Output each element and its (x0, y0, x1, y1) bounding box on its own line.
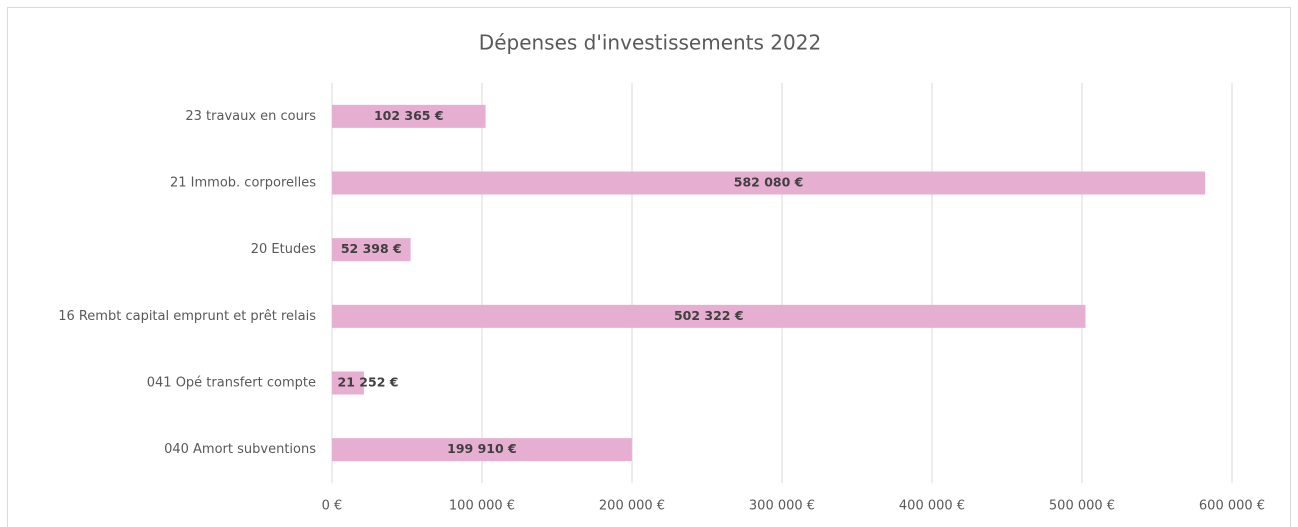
bar (332, 371, 364, 395)
y-tick-label: 23 travaux en cours (185, 109, 316, 124)
x-tick-label: 200 000 € (599, 499, 665, 514)
chart-title: Dépenses d'investissements 2022 (479, 31, 821, 55)
x-tick-label: 100 000 € (449, 499, 515, 514)
value-label: 102 365 € (374, 108, 444, 123)
bar (332, 104, 486, 128)
y-tick-label: 16 Rembt capital emprunt et prêt relais (58, 309, 316, 324)
chart-border (7, 7, 1291, 527)
x-tick-label: 300 000 € (749, 499, 815, 514)
value-label: 582 080 € (734, 175, 804, 190)
y-tick-label: 21 Immob. corporelles (170, 176, 316, 191)
y-tick-label: 040 Amort subventions (164, 442, 316, 457)
bar (332, 304, 1086, 328)
x-tick-label: 600 000 € (1199, 499, 1265, 514)
x-tick-label: 400 000 € (899, 499, 965, 514)
y-tick-label: 20 Etudes (251, 242, 316, 257)
value-label: 502 322 € (674, 308, 744, 323)
value-label: 199 910 € (447, 441, 517, 456)
x-tick-label: 0 € (322, 499, 343, 514)
y-tick-label: 041 Opé transfert compte (147, 376, 316, 391)
bar (332, 438, 632, 462)
x-tick-label: 500 000 € (1049, 499, 1115, 514)
bar (332, 171, 1206, 195)
value-label: 52 398 € (341, 241, 402, 256)
value-label: 21 252 € (338, 375, 399, 390)
bar (332, 238, 411, 262)
